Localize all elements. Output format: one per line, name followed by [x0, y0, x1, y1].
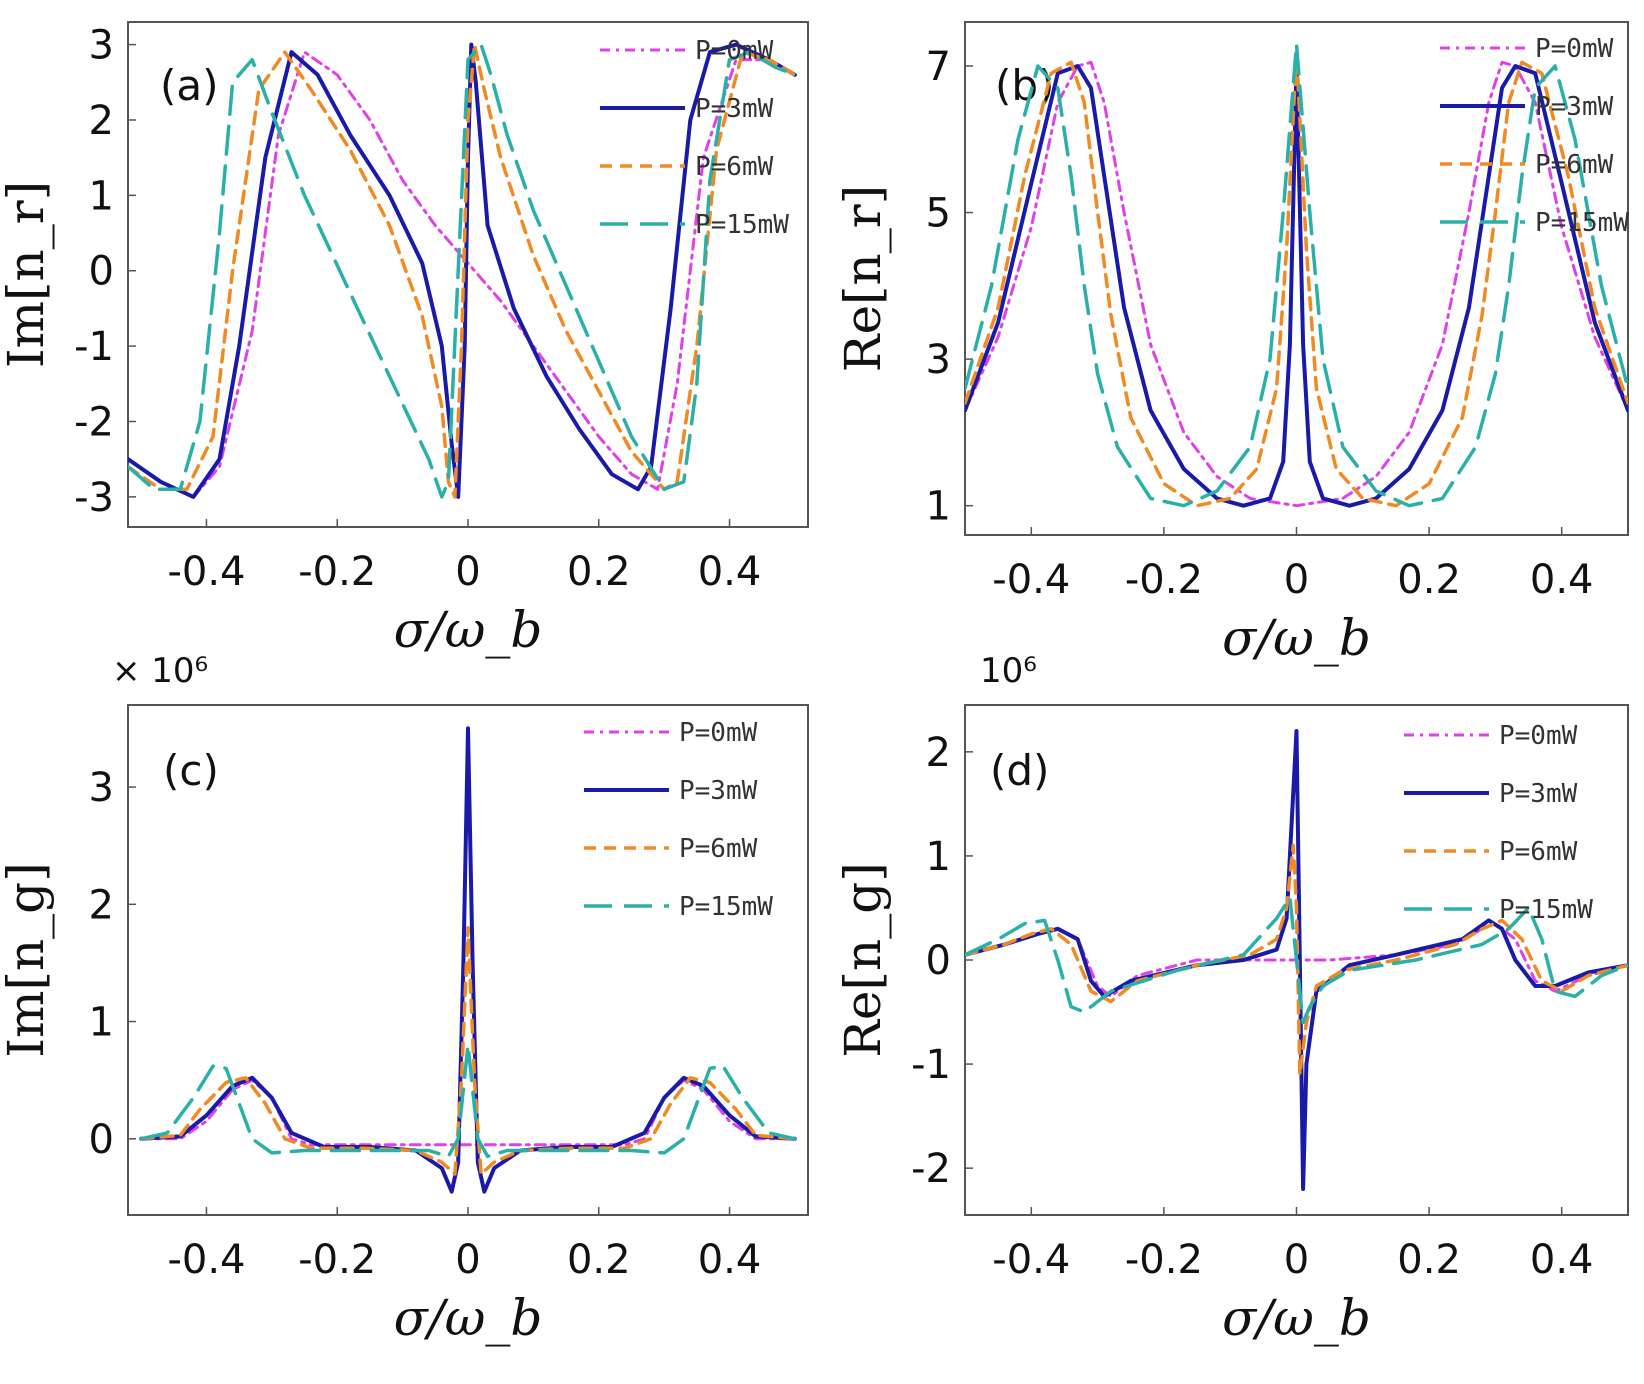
panel-b: -0.4 -0.2 0 0.2 0.4 1 3 5 7 σ/ω_b Re[n_r] (b) P=0mW P… [834, 21, 1629, 667]
x-axis-label: σ/ω_b [1222, 609, 1371, 667]
y-axis-label: Re[n_g] [834, 862, 892, 1057]
legend-label: P=6mW [679, 834, 758, 864]
panel-c: -0.4 -0.2 0 0.2 0.4 0 1 2 3 σ/ω_b Im[n_g] × 10⁶ (c) P… [0, 651, 809, 1347]
legend-label: P=3mW [695, 94, 774, 124]
legend-label: P=15mW [1535, 208, 1629, 238]
series-line-P=3mW [965, 729, 1628, 1191]
series-line-P=6mW [128, 42, 797, 499]
series-group [128, 42, 797, 499]
y-tick-label: 3 [89, 765, 114, 811]
legend-label: P=0mW [679, 718, 758, 748]
legend-label: P=0mW [1535, 34, 1614, 64]
y-tick-label: 2 [89, 98, 114, 144]
y-tick-label: 5 [926, 191, 951, 237]
series-line-P=15mW [128, 42, 797, 499]
y-tick-label: 7 [926, 44, 951, 90]
x-tick-label: 0 [455, 1237, 480, 1283]
y-tick-label: 1 [926, 484, 951, 530]
x-tick-label: 0.4 [698, 549, 762, 595]
legend-label: P=15mW [1499, 895, 1593, 925]
legend-label: P=3mW [1535, 92, 1614, 122]
x-tick-label: -0.4 [992, 1237, 1070, 1283]
x-tick-label: -0.4 [167, 549, 245, 595]
y-tick-label: 3 [926, 337, 951, 383]
x-tick-label: -0.4 [992, 557, 1070, 603]
x-tick-label: 0 [1284, 1237, 1309, 1283]
x-axis-label: σ/ω_b [394, 601, 543, 659]
series-line-P=3mW [139, 726, 797, 1194]
x-tick-label: 0.4 [1530, 1237, 1594, 1283]
y-tick-label: -1 [911, 1042, 951, 1088]
x-tick-label: 0.4 [1530, 557, 1594, 603]
x-tick-label: 0.4 [698, 1237, 762, 1283]
series-group [965, 729, 1628, 1191]
y-tick-label: 1 [89, 1000, 114, 1046]
y-tick-label: 1 [926, 834, 951, 880]
x-tick-label: 0.2 [567, 549, 631, 595]
panel-label: (a) [160, 61, 219, 110]
y-tick-label: -1 [74, 324, 114, 370]
series-line-P=15mW [965, 895, 1628, 1025]
series-line-P=0mW [139, 1078, 797, 1147]
y-tick-label: 2 [89, 882, 114, 928]
y-tick-label: 2 [926, 730, 951, 776]
axis-multiplier: 10⁶ [980, 651, 1037, 691]
y-axis-label: Re[n_r] [834, 185, 892, 372]
x-tick-label: 0 [455, 549, 480, 595]
y-tick-label: 0 [89, 1117, 114, 1163]
y-tick-label: 3 [89, 23, 114, 69]
panel-label: (d) [990, 746, 1049, 795]
legend-label: P=15mW [695, 210, 789, 240]
x-tick-label: -0.2 [298, 549, 376, 595]
y-tick-label: 0 [89, 249, 114, 295]
legend-label: P=0mW [1499, 721, 1578, 751]
y-axis-label: Im[n_g] [0, 862, 55, 1057]
axis-multiplier: × 10⁶ [112, 651, 208, 691]
x-tick-label: 0.2 [567, 1237, 631, 1283]
y-tick-label: -2 [911, 1146, 951, 1192]
legend-label: P=3mW [1499, 779, 1578, 809]
x-tick-label: -0.4 [167, 1237, 245, 1283]
x-axis-label: σ/ω_b [394, 1289, 543, 1347]
y-tick-label: -3 [74, 475, 114, 521]
series-line-P=15mW [139, 1043, 797, 1159]
panel-label: (b) [995, 61, 1054, 110]
y-tick-label: 0 [926, 938, 951, 984]
panel-label: (c) [163, 746, 219, 795]
x-tick-label: -0.2 [1125, 557, 1203, 603]
legend-label: P=6mW [1499, 837, 1578, 867]
x-axis-label: σ/ω_b [1222, 1289, 1371, 1347]
x-tick-label: 0 [1284, 557, 1309, 603]
legend-label: P=0mW [695, 36, 774, 66]
panel-a: -0.4 -0.2 0 0.2 0.4 -3 -2 -1 0 1 2 3 σ/ω_b Im[n_r] (a)… [0, 21, 809, 659]
series-line-P=15mW [965, 42, 1628, 508]
series-group [139, 726, 797, 1194]
x-tick-label: 0.2 [1397, 1237, 1461, 1283]
x-tick-label: -0.2 [1125, 1237, 1203, 1283]
legend-label: P=15mW [679, 892, 773, 922]
legend-label: P=6mW [695, 152, 774, 182]
legend-label: P=6mW [1535, 150, 1614, 180]
legend-label: P=3mW [679, 776, 758, 806]
panel-d: -0.4 -0.2 0 0.2 0.4 -2 -1 0 1 2 σ/ω_b Re[n_g] 10⁶ (d)… [834, 651, 1629, 1347]
x-tick-label: 0.2 [1397, 557, 1461, 603]
series-line-P=6mW [965, 843, 1628, 1077]
series-group [965, 42, 1628, 508]
y-tick-label: 1 [89, 173, 114, 219]
y-axis-label: Im[n_r] [0, 181, 55, 368]
y-tick-label: -2 [74, 399, 114, 445]
series-line-P=6mW [139, 926, 797, 1176]
x-tick-label: -0.2 [298, 1237, 376, 1283]
